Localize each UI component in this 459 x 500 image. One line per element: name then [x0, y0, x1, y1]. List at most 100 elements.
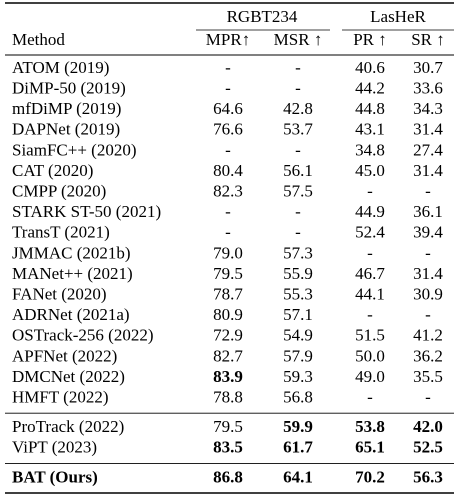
cell: 80.4: [213, 161, 243, 180]
cell: -: [425, 305, 431, 324]
method-name: FANet (2020): [12, 285, 107, 304]
cell: 44.8: [355, 99, 385, 118]
cell: 61.7: [283, 438, 313, 457]
cell: 55.3: [283, 285, 313, 304]
cell: 52.4: [355, 223, 385, 242]
cell: 52.5: [413, 438, 443, 457]
cell: 59.3: [283, 367, 313, 386]
cell: 57.9: [283, 346, 313, 365]
cell: -: [225, 79, 231, 98]
cell: 54.9: [283, 326, 313, 345]
cell: 56.3: [413, 467, 443, 486]
method-name: APFNet (2022): [12, 346, 117, 365]
cell: 59.9: [283, 417, 313, 436]
method-name: ADRNet (2021a): [12, 305, 130, 324]
cell: 64.1: [283, 467, 313, 486]
method-name: BAT (Ours): [12, 467, 98, 486]
method-name: JMMAC (2021b): [12, 243, 131, 262]
method-name: DMCNet (2022): [12, 367, 125, 386]
cell: 55.9: [283, 264, 313, 283]
column-header: Method: [12, 30, 65, 49]
cell: 46.7: [355, 264, 385, 283]
cell: 27.4: [413, 140, 443, 159]
cell: 56.1: [283, 161, 313, 180]
method-name: TransT (2021): [12, 223, 110, 242]
method-name: STARK ST-50 (2021): [12, 202, 161, 221]
cell: -: [425, 182, 431, 201]
method-name: ATOM (2019): [12, 58, 109, 77]
cell: 50.0: [355, 346, 385, 365]
cell: 44.9: [355, 202, 385, 221]
method-name: DAPNet (2019): [12, 120, 120, 139]
method-name: CMPP (2020): [12, 182, 106, 201]
cell: 64.6: [213, 99, 243, 118]
cell: -: [295, 58, 301, 77]
cell: 78.8: [213, 388, 243, 407]
cell: -: [425, 388, 431, 407]
cell: 57.5: [283, 182, 313, 201]
cell: 76.6: [213, 120, 243, 139]
cell: 49.0: [355, 367, 385, 386]
cell: 57.1: [283, 305, 313, 324]
cell: 40.6: [355, 58, 385, 77]
cell: 42.0: [413, 417, 443, 436]
cell: -: [295, 140, 301, 159]
cell: -: [225, 202, 231, 221]
cell: 31.4: [413, 120, 443, 139]
method-name: HMFT (2022): [12, 388, 109, 407]
cell: 31.4: [413, 161, 443, 180]
cell: 41.2: [413, 326, 443, 345]
cell: 78.7: [213, 285, 243, 304]
cell: 86.8: [213, 467, 243, 486]
cell: -: [295, 202, 301, 221]
cell: 83.9: [213, 367, 243, 386]
cell: 83.5: [213, 438, 243, 457]
cell: 79.5: [213, 417, 243, 436]
group-header: LasHeR: [370, 7, 426, 26]
cell: 82.3: [213, 182, 243, 201]
cell: 56.8: [283, 388, 313, 407]
cell: 80.9: [213, 305, 243, 324]
cell: 33.6: [413, 79, 443, 98]
cell: 65.1: [355, 438, 385, 457]
cell: 30.9: [413, 285, 443, 304]
cell: 30.7: [413, 58, 443, 77]
cell: 36.2: [413, 346, 443, 365]
method-name: SiamFC++ (2020): [12, 140, 137, 159]
cell: -: [295, 223, 301, 242]
cell: 79.5: [213, 264, 243, 283]
cell: -: [367, 388, 373, 407]
cell: 34.8: [355, 140, 385, 159]
cell: 45.0: [355, 161, 385, 180]
cell: 53.7: [283, 120, 313, 139]
cell: -: [425, 243, 431, 262]
cell: 57.3: [283, 243, 313, 262]
method-name: DiMP-50 (2019): [12, 79, 126, 98]
method-name: MANet++ (2021): [12, 264, 133, 283]
cell: 43.1: [355, 120, 385, 139]
cell: 34.3: [413, 99, 443, 118]
cell: 44.1: [355, 285, 385, 304]
cell: 51.5: [355, 326, 385, 345]
cell: 53.8: [355, 417, 385, 436]
cell: -: [367, 182, 373, 201]
method-name: ViPT (2023): [12, 438, 97, 457]
cell: -: [367, 305, 373, 324]
column-header: MPR↑: [206, 30, 250, 49]
cell: 82.7: [213, 346, 243, 365]
cell: 79.0: [213, 243, 243, 262]
cell: -: [295, 79, 301, 98]
group-header: RGBT234: [227, 7, 298, 26]
cell: 44.2: [355, 79, 385, 98]
method-name: mfDiMP (2019): [12, 99, 121, 118]
method-name: OSTrack-256 (2022): [12, 326, 154, 345]
cell: 36.1: [413, 202, 443, 221]
cell: -: [225, 140, 231, 159]
cell: 35.5: [413, 367, 443, 386]
column-header: MSR ↑: [274, 30, 323, 49]
cell: 31.4: [413, 264, 443, 283]
cell: -: [225, 223, 231, 242]
cell: 39.4: [413, 223, 443, 242]
cell: 42.8: [283, 99, 313, 118]
